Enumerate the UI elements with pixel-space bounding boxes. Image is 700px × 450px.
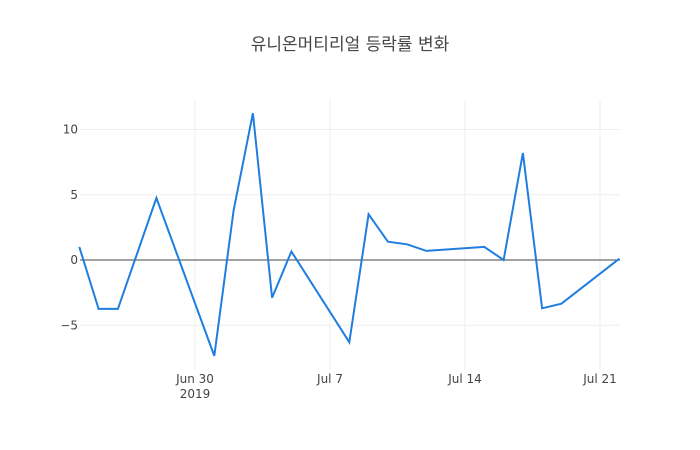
gridlines xyxy=(80,100,620,370)
y-tick-label: 10 xyxy=(63,123,78,137)
y-tick-label: 0 xyxy=(70,253,78,267)
y-tick-label: 5 xyxy=(70,188,78,202)
x-tick-label: Jul 21 xyxy=(582,372,617,386)
data-line xyxy=(78,113,620,357)
chart-title: 유니온머티리얼 등락률 변화 xyxy=(250,35,450,55)
x-tick-label: Jul 7 xyxy=(316,372,343,386)
x-tick-label: Jun 30 xyxy=(175,372,214,386)
y-tick-label: −5 xyxy=(60,318,78,332)
x-tick-label: 2019 xyxy=(180,387,211,401)
x-tick-label: Jul 14 xyxy=(447,372,482,386)
